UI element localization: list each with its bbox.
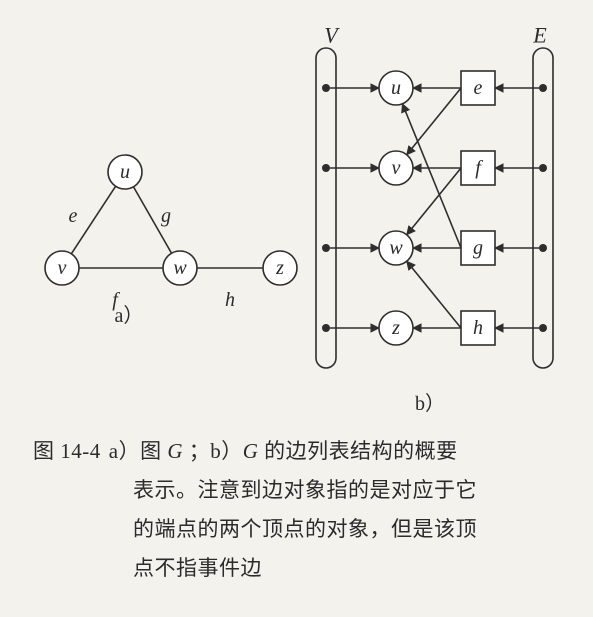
figure-page: egfhuvwza）VEuvwzefghb） 图 14-4a）图 G ；b）G … [0,0,593,617]
b-vdot-z [322,324,330,332]
subfig-a-label: a） [115,304,144,327]
b-vdot-w [322,244,330,252]
a-node-label-u: u [120,161,130,183]
caption-line1-c: 的边列表结构的概要 [258,439,457,463]
caption-label: 图 14-4 [33,439,101,463]
b-edgebox-label-h: h [473,317,483,339]
caption-line4: 点不指事件边 [33,549,563,588]
a-edge-label-g: g [161,205,171,227]
subfig-b-label: b） [415,392,445,415]
a-edge-label-h: h [225,289,235,311]
caption-line1-b: ；b） [183,439,243,463]
b-vertex-label-z: z [391,317,400,339]
b-edot-g [539,244,547,252]
a-edge-e [71,186,115,254]
b-edot-e [539,84,547,92]
b-header-E: E [532,23,547,48]
b-edgebox-label-e: e [474,77,483,99]
b-vertex-label-w: w [389,237,403,259]
a-node-label-v: v [58,257,67,279]
a-edge-label-e: e [69,205,78,227]
caption-G1: G [167,439,183,463]
diagram-svg: egfhuvwza）VEuvwzefghb） [0,0,593,430]
b-vdot-u [322,84,330,92]
b-vertex-label-u: u [391,77,401,99]
figure-caption: 图 14-4 a）图 G ；b）G 的边列表结构的概要 表示。注意到边对象指的是对… [33,432,563,587]
b-edge-e-to-v [407,88,461,155]
a-node-label-w: w [173,257,187,279]
b-list-V [316,48,336,368]
b-edot-f [539,164,547,172]
b-edot-h [539,324,547,332]
caption-G2: G [243,439,259,463]
a-node-label-z: z [275,257,284,279]
b-list-E [533,48,553,368]
b-vdot-v [322,164,330,172]
caption-line3: 的端点的两个顶点的对象，但是该顶 [33,510,563,549]
caption-line2: 表示。注意到边对象指的是对应于它 [33,471,563,510]
b-edge-f-to-w [407,168,461,235]
b-edge-h-to-w [407,261,461,328]
caption-line1-a: a）图 [109,439,168,463]
b-header-V: V [324,23,340,48]
b-vertex-label-v: v [392,157,401,179]
b-edgebox-label-g: g [473,237,483,259]
